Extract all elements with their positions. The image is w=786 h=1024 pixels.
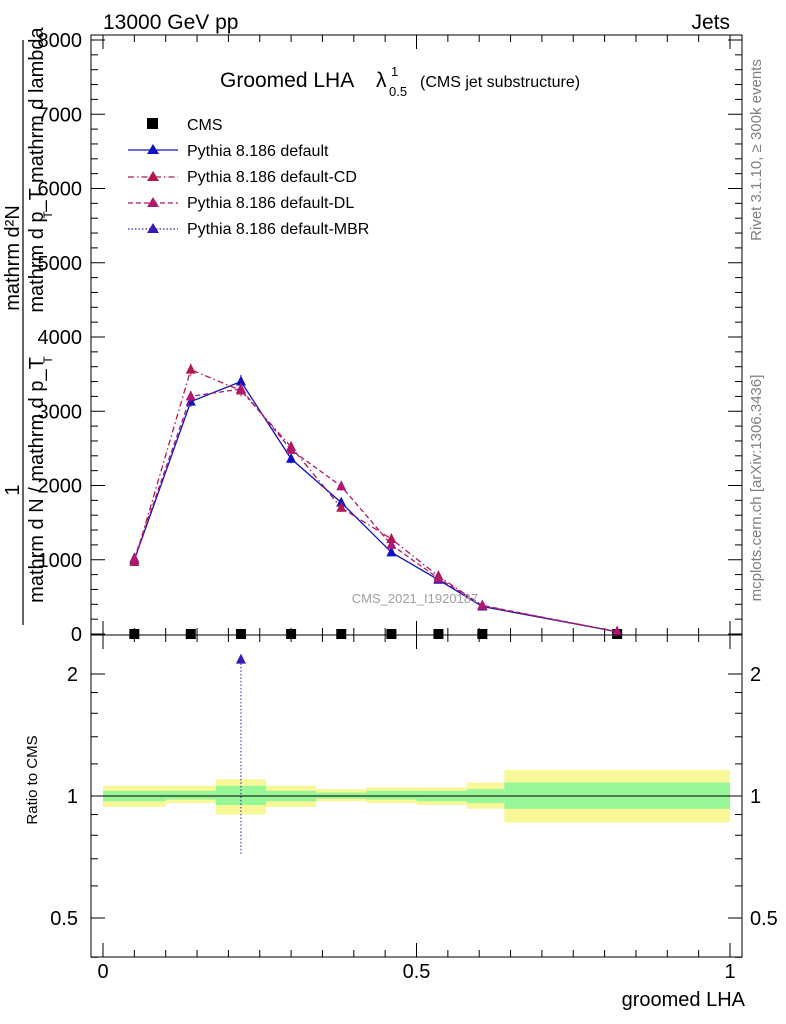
title-sup: 1 (391, 64, 398, 79)
title-lambda: λ (376, 69, 387, 92)
legend-label-cms: CMS (187, 117, 223, 134)
plot-title: Groomed LHA λ 1 0.5 (CMS jet substructur… (220, 64, 580, 99)
title-note: (CMS jet substructure) (420, 74, 580, 91)
main-y-tick-label: 4000 (38, 327, 83, 349)
point-dl (386, 538, 397, 549)
main-y-tick-label: 0 (71, 624, 82, 646)
main-series-layer (129, 363, 623, 639)
ratio-y-tick-label: 2 (67, 664, 78, 686)
energy-label: 13000 GeV pp (103, 11, 238, 34)
cms-data-point (386, 629, 397, 639)
cms-data-point (235, 629, 246, 639)
ratio-y-tick-label-right: 1 (750, 786, 761, 808)
rivet-info: Rivet 3.1.10, ≥ 300k events (748, 59, 765, 241)
main-y-tick-label: 2000 (38, 476, 83, 498)
ratio-y-tick-label-right: 2 (750, 664, 761, 686)
cms-data-point (336, 629, 347, 639)
legend-label-cd: Pythia 8.186 default-CD (187, 169, 357, 186)
ratio-band-inner (215, 785, 267, 806)
main-y-tick-label: 7000 (38, 104, 83, 126)
point-cd (386, 532, 397, 543)
point-dl (477, 599, 488, 610)
point-dl (185, 390, 196, 401)
main-y-label: mathrm d²N mathrm d p_T mathrm d lambda … (2, 26, 55, 625)
category-label: Jets (691, 11, 730, 34)
legend: CMS Pythia 8.186 default Pythia 8.186 de… (128, 117, 369, 238)
ratio-axes: 0 0.5 1 0.5 0.5 1 1 2 2 (50, 635, 778, 983)
ylabel-subscript-t2: T (41, 356, 55, 364)
point-dl (286, 443, 297, 454)
ylabel-numerator: mathrm d²N (2, 205, 24, 311)
point-default (386, 546, 397, 557)
mbr-ratio-point (235, 653, 246, 664)
point-dl (612, 625, 623, 636)
cms-data-point (185, 629, 196, 639)
x-axis-label: groomed LHA (622, 989, 746, 1011)
legend-marker-dl (147, 197, 159, 207)
main-y-tick-label: 3000 (38, 401, 83, 423)
mcplots-info: mcplots.cern.ch [arXiv:1306.3436] (748, 375, 765, 602)
cms-data-point (477, 629, 488, 639)
main-y-axis: 0 1000 2000 3000 4000 5000 6000 7000 8000 (38, 30, 742, 646)
main-y-tick-label: 8000 (38, 30, 83, 52)
legend-label-default: Pythia 8.186 default (187, 143, 329, 160)
cms-data-point (129, 629, 140, 639)
legend-label-mbr: Pythia 8.186 default-MBR (187, 221, 369, 238)
ylabel-prefix-denominator: mathrm d N / mathrm d p_T (26, 357, 48, 603)
point-default (286, 452, 297, 463)
ylabel-denominator: mathrm d p_T mathrm d lambda (26, 26, 48, 312)
main-y-tick-label: 6000 (38, 179, 83, 201)
legend-marker-mbr (147, 223, 159, 233)
title-sub: 0.5 (389, 84, 407, 99)
legend-marker-cd (147, 171, 159, 181)
ratio-points-layer (235, 653, 246, 854)
ylabel-subscript-t: T (41, 211, 55, 219)
ratio-band-inner (165, 790, 216, 800)
ratio-y-tick-label: 1 (67, 786, 78, 808)
main-y-tick-label: 5000 (38, 253, 83, 275)
cms-data-point (433, 629, 444, 639)
x-tick-label: 0 (97, 961, 108, 983)
ratio-band-inner (366, 790, 417, 800)
x-tick-label: 0.5 (403, 961, 431, 983)
ratio-y-tick-label-right: 0.5 (750, 908, 778, 930)
ylabel-one: 1 (2, 484, 24, 495)
analysis-watermark: CMS_2021_I1920187 (352, 591, 479, 606)
legend-label-dl: Pythia 8.186 default-DL (187, 195, 354, 212)
legend-marker-default (147, 144, 159, 154)
main-x-ticks (102, 35, 731, 635)
point-cd (185, 363, 196, 374)
point-cd (336, 501, 347, 512)
point-default (235, 375, 246, 386)
point-dl (235, 382, 246, 393)
legend-marker-cms (147, 118, 158, 129)
main-y-tick-label: 1000 (38, 550, 83, 572)
point-dl (433, 572, 444, 583)
cms-data-point (286, 629, 297, 639)
point-dl (336, 480, 347, 491)
point-default (336, 496, 347, 507)
ratio-y-label: Ratio to CMS (24, 735, 41, 824)
title-main: Groomed LHA (220, 69, 354, 92)
ratio-y-tick-label: 0.5 (50, 908, 78, 930)
point-dl (129, 552, 140, 563)
x-tick-label: 1 (724, 961, 735, 983)
